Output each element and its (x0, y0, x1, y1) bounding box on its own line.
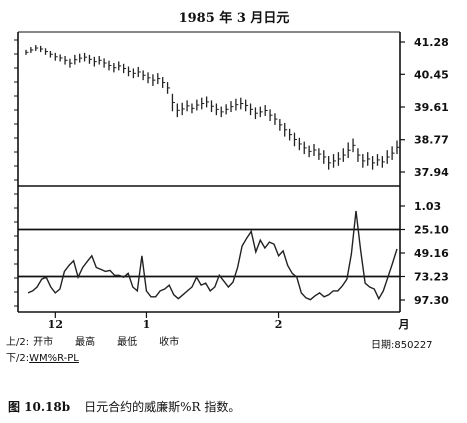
x-tick-label: 1 (143, 318, 151, 331)
info-field-high: 最高 (75, 337, 96, 348)
wr-y-tick-label: 73.23 (414, 270, 449, 283)
price-y-tick-label: 41.28 (414, 36, 449, 49)
info-lower-prefix: 下/2: (6, 353, 30, 364)
price-y-ticks: 41.28 40.45 39.61 38.77 37.94 (400, 36, 449, 179)
wr-y-tick-label: 49.16 (414, 247, 449, 260)
x-tick-label: 2 (275, 318, 283, 331)
figure-caption: 图 10.18b 日元合约的威廉斯%R 指数。 (8, 398, 240, 415)
info-upper-prefix: 上/2: (6, 337, 30, 348)
chart-frame (14, 31, 401, 313)
wr-reference-lines (18, 228, 400, 278)
wr-series-line (27, 210, 398, 301)
info-field-open: 开市 (33, 337, 54, 348)
x-axis-labels: 12 1 2 月 (48, 312, 410, 331)
price-bars (25, 45, 400, 170)
wr-y-tick-label: 1.03 (414, 200, 441, 213)
x-tick-label: 月 (398, 318, 410, 331)
figure-text: 日元合约的威廉斯%R 指数。 (84, 400, 241, 414)
date-readout: 日期:850227 (371, 336, 433, 351)
info-field-close: 收市 (159, 337, 180, 348)
chart-svg: 1985 年 3 月日元 41.28 40.45 39.61 38.77 37.94 1… (14, 10, 449, 331)
price-y-tick-label: 38.77 (414, 134, 449, 147)
wr-y-tick-label: 25.10 (414, 224, 449, 237)
chart-title: 1985 年 3 月日元 (179, 10, 290, 26)
price-y-tick-label: 40.45 (414, 68, 449, 81)
wr-y-tick-label: 97.30 (414, 294, 449, 307)
x-tick-label: 12 (48, 318, 63, 331)
price-y-tick-label: 39.61 (414, 101, 449, 114)
info-line-upper: 上/2: 开市 最高 最低 收市 (6, 333, 201, 348)
info-field-low: 最低 (117, 337, 138, 348)
price-y-tick-label: 37.94 (414, 166, 449, 179)
date-value: 850227 (394, 340, 433, 351)
date-label: 日期: (371, 340, 395, 351)
info-line-lower: 下/2:WM%R-PL (6, 349, 79, 364)
figure-number: 图 10.18b (8, 400, 71, 414)
info-indicator: WM%R-PL (29, 353, 79, 364)
wr-y-ticks: 1.03 25.10 49.16 73.23 97.30 (400, 200, 449, 307)
